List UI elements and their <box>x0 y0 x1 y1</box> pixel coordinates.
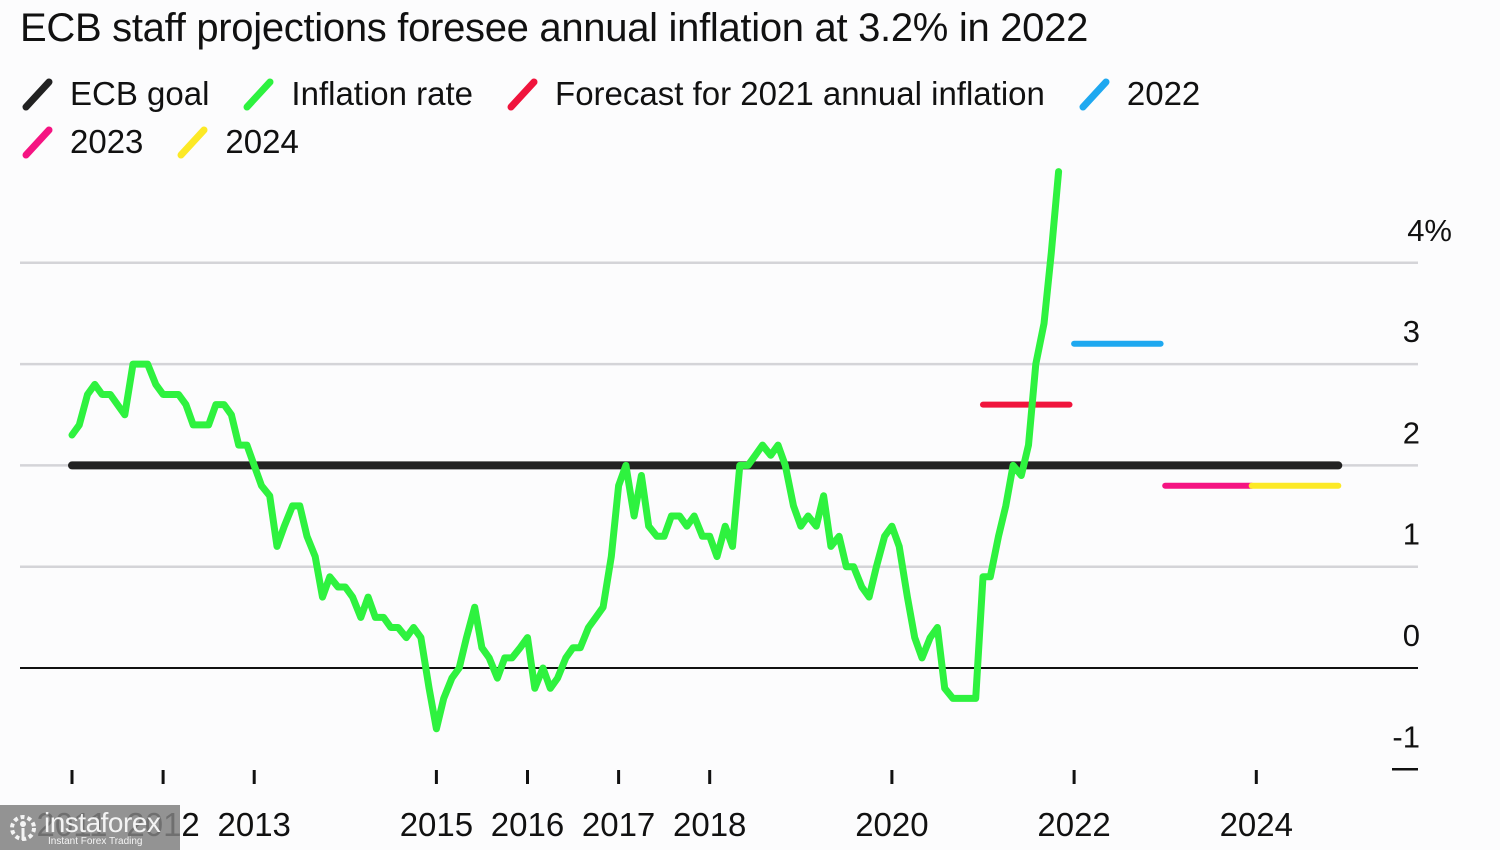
y-tick-label: 2 <box>1403 415 1420 450</box>
legend-swatch-icon <box>243 78 274 111</box>
series-inflation-rate-line <box>68 168 1063 733</box>
x-tick-label: 2020 <box>855 806 928 843</box>
legend-label: Inflation rate <box>291 75 474 112</box>
watermark-brand: instaforex <box>44 807 161 838</box>
legend-item-2024: 2024 <box>175 123 299 161</box>
legend-item-forecast-for-2021-annual-inflation: Forecast for 2021 annual inflation <box>505 75 1045 113</box>
y-tick-label: 3 <box>1403 314 1420 349</box>
x-tick-label: 2018 <box>673 806 746 843</box>
x-tick-label: 2013 <box>217 806 290 843</box>
x-tick-label: 2017 <box>582 806 655 843</box>
legend-item-inflation-rate: Inflation rate <box>241 75 473 113</box>
watermark-tagline: Instant Forex Trading <box>48 836 143 847</box>
legend-label: 2023 <box>70 123 144 160</box>
x-tick-label: 2016 <box>491 806 564 843</box>
legend-swatch-icon <box>177 126 208 159</box>
x-tick-label: 2022 <box>1037 806 1110 843</box>
legend-label: Forecast for 2021 annual inflation <box>555 75 1045 112</box>
x-tick-label: 2015 <box>400 806 473 843</box>
y-tick-label: 1 <box>1403 517 1420 552</box>
y-tick-label: -1 <box>1392 719 1420 754</box>
y-tick-label: 0 <box>1403 618 1420 653</box>
x-axis-ticks: 2011201220132015201620172018202020222024 <box>37 770 1293 843</box>
x-tick-label: 2024 <box>1220 806 1293 843</box>
y-tick-label: 4% <box>1407 213 1452 248</box>
series-lines <box>68 168 1343 733</box>
y-axis-labels: 4% 3 2 1 0 -1 <box>1392 213 1452 754</box>
legend-swatch-icon <box>1079 78 1110 111</box>
chart-title: ECB staff projections foresee annual inf… <box>20 6 1089 50</box>
legend-label: 2022 <box>1126 75 1201 112</box>
legend-swatch-icon <box>507 78 538 111</box>
legend-item-2022: 2022 <box>1077 75 1200 113</box>
watermark: instaforex Instant Forex Trading <box>0 805 180 850</box>
gear-logo-icon <box>10 815 36 841</box>
legend-item-2023: 2023 <box>20 123 143 161</box>
legend-row-1: ECB goal Inflation rate Forecast for 2021 … <box>20 75 1232 113</box>
legend-item-ecb-goal: ECB goal <box>20 75 209 113</box>
gridlines <box>20 261 1418 771</box>
legend-swatch-icon <box>22 78 53 111</box>
legend-label: ECB goal <box>70 75 210 112</box>
legend-row-2: 2023 2024 <box>20 123 331 161</box>
legend-label: 2024 <box>225 123 299 160</box>
legend-swatch-icon <box>22 126 53 159</box>
